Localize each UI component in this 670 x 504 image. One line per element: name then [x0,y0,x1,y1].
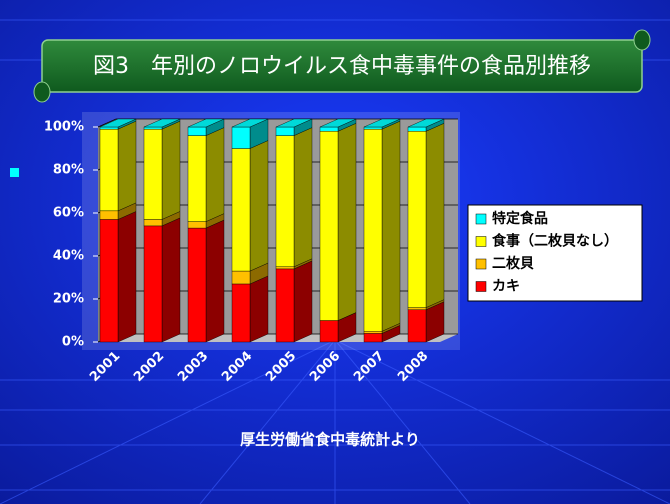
bar-top [231,118,269,128]
source-note: 厚生労働省食中毒統計より [240,431,420,449]
bar-segment [319,126,339,132]
bar-segment [99,219,119,343]
y-tick-label: 40% [53,249,84,264]
legend-swatch [475,213,487,225]
y-tick-label: 20% [53,292,84,307]
bar-segment [275,266,295,270]
bar-segment [187,227,207,343]
bar-segment [187,135,207,222]
legend: カキ 二枚貝 食事（二枚貝なし） 特定食品 [467,204,643,302]
bar-segment [143,126,163,130]
bar-side [381,120,401,332]
bar-side [249,275,269,343]
bar-segment [231,148,251,272]
bar-side [337,122,357,321]
bar-segment [407,309,427,343]
bar-top [407,118,445,128]
bar-segment [363,331,383,334]
bar-side [425,122,445,308]
bar-top [187,118,225,128]
bar-segment [275,126,295,136]
bar-side [293,260,313,343]
legend-label: 食事（二枚貝なし） [492,233,618,250]
legend-swatch [475,258,487,270]
legend-label: 二枚貝 [492,255,534,272]
bar-segment [143,219,163,227]
legend-label: カキ [492,279,520,295]
y-tick-label: 100% [44,120,84,135]
bar-segment [99,128,119,212]
legend-swatch [475,281,487,292]
bar-segment [231,126,251,149]
y-tick-label: 0% [62,335,84,350]
bar-top [99,118,137,128]
bar-top [275,118,313,128]
bar-segment [363,333,383,343]
legend-label: 特定食品 [492,210,548,227]
chart-title: 図3 年別のノロウイルス食中毒事件の食品別推移 [93,54,591,79]
bar-segment [363,128,383,332]
bar-top [319,118,357,128]
bar-side [161,217,181,343]
bar-segment [275,268,295,343]
title-banner [33,29,651,103]
bar-side [161,120,181,220]
bar-side [117,211,137,343]
bar-segment [143,225,163,343]
bar-segment [363,126,383,130]
bullet [10,168,19,177]
bar-segment [231,270,251,285]
bar-side [249,140,269,272]
bar-segment [187,221,207,229]
bar-segment [407,126,427,132]
legend-box [467,204,643,302]
bar-segment [231,283,251,343]
bar-segment [275,135,295,267]
bar-side [205,127,225,222]
legend-swatch [475,236,487,247]
bar-segment [99,126,119,130]
y-tick-label: 60% [53,206,84,221]
bar-segment [319,320,339,343]
bar-segment [143,128,163,220]
bar-side [293,127,313,268]
bar-segment [187,126,207,136]
bar-segment [319,131,339,321]
bar-segment [99,210,119,220]
y-tick-label: 80% [53,163,84,178]
bar-top [363,118,401,128]
bar-segment [407,131,427,308]
bar-side [205,219,225,343]
bar-top [143,118,181,128]
bar-side [117,120,137,212]
bar-segment [407,307,427,310]
